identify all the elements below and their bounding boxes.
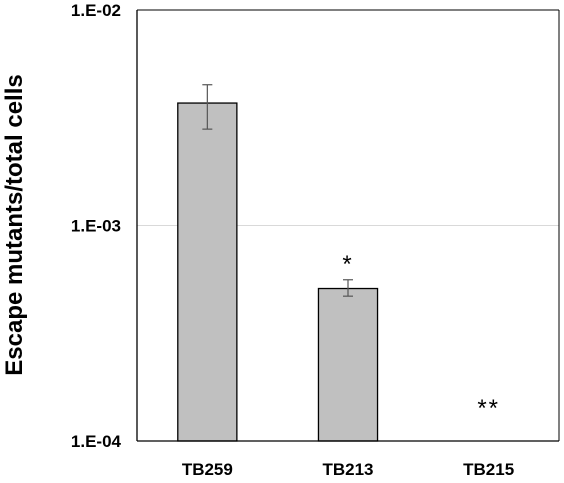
- bar-tb213: [317, 287, 379, 442]
- x-tick-label: TB259: [182, 460, 233, 479]
- y-axis-title: Escape mutants/total cells: [1, 74, 28, 375]
- y-tick-label: 1.E-03: [71, 217, 121, 236]
- significance-marker: **: [477, 395, 500, 422]
- bar-tb259: [177, 102, 238, 442]
- significance-marker: *: [342, 251, 353, 278]
- y-tick-label: 1.E-02: [71, 1, 121, 20]
- x-tick-label: TB215: [463, 460, 514, 479]
- y-tick-label: 1.E-04: [71, 432, 122, 451]
- x-tick-labels: TB259 TB213 TB215: [182, 460, 514, 479]
- error-bar-tb213: [343, 279, 353, 297]
- x-tick-label: TB213: [322, 460, 373, 479]
- error-bars: [202, 84, 353, 297]
- error-bar-tb259: [202, 84, 213, 130]
- y-tick-labels: 1.E-02 1.E-03 1.E-04: [71, 1, 122, 451]
- significance-annotations: ***: [342, 251, 500, 422]
- axes: [136, 9, 560, 442]
